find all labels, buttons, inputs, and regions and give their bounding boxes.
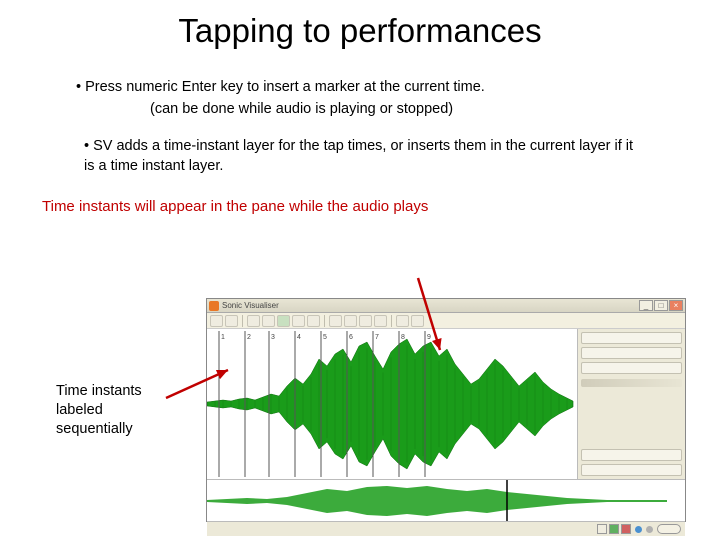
tool-icon[interactable] <box>359 315 372 327</box>
svg-text:8: 8 <box>401 334 405 341</box>
toolbar-separator <box>324 315 325 327</box>
forward-end-icon[interactable] <box>307 315 320 327</box>
rewind-icon[interactable] <box>262 315 275 327</box>
red-caption: Time instants will appear in the pane wh… <box>42 198 720 215</box>
left-label-line-3: sequentially <box>56 420 142 439</box>
dial-icon[interactable] <box>657 524 681 534</box>
property-dropdown[interactable] <box>581 332 682 344</box>
svg-text:4: 4 <box>297 334 301 341</box>
tool-icon[interactable] <box>396 315 409 327</box>
play-led-icon[interactable] <box>609 524 619 534</box>
gain-slider[interactable] <box>581 379 682 387</box>
activity-led-icon <box>646 526 653 533</box>
record-led-icon[interactable] <box>621 524 631 534</box>
activity-led-icon <box>635 526 642 533</box>
panel-spacer <box>581 390 682 446</box>
overview-pane[interactable] <box>207 479 685 521</box>
statusbar <box>207 521 685 536</box>
sonic-visualiser-window: Sonic Visualiser _ □ × 1 2 3 4 5 6 7 8 9 <box>206 298 686 522</box>
svg-text:6: 6 <box>349 334 353 341</box>
toolbar-separator <box>242 315 243 327</box>
minimize-button[interactable]: _ <box>639 300 653 311</box>
toolbar <box>207 313 685 329</box>
waveform-svg: 1 2 3 4 5 6 7 8 9 <box>207 329 577 479</box>
waveform-pane[interactable]: 1 2 3 4 5 6 7 8 9 <box>207 329 577 479</box>
bullet-1-sub: (can be done while audio is playing or s… <box>150 100 656 120</box>
slide-title: Tapping to performances <box>0 0 720 50</box>
svg-text:7: 7 <box>375 334 379 341</box>
tool-icon[interactable] <box>329 315 342 327</box>
main-area: 1 2 3 4 5 6 7 8 9 <box>207 329 685 479</box>
save-icon[interactable] <box>225 315 238 327</box>
bullet-2: • SV adds a time-instant layer for the t… <box>84 137 644 176</box>
left-label-line-2: labeled <box>56 401 142 420</box>
svg-text:3: 3 <box>271 334 275 341</box>
property-dropdown[interactable] <box>581 362 682 374</box>
play-icon[interactable] <box>277 315 290 327</box>
property-dropdown[interactable] <box>581 449 682 461</box>
svg-text:9: 9 <box>427 334 431 341</box>
maximize-button[interactable]: □ <box>654 300 668 311</box>
svg-text:2: 2 <box>247 334 251 341</box>
window-title: Sonic Visualiser <box>222 301 279 310</box>
rewind-start-icon[interactable] <box>247 315 260 327</box>
tool-icon[interactable] <box>374 315 387 327</box>
toolbar-separator <box>391 315 392 327</box>
property-dropdown[interactable] <box>581 464 682 476</box>
svg-text:1: 1 <box>221 334 225 341</box>
left-label-line-1: Time instants <box>56 382 142 401</box>
layer-properties-panel <box>577 329 685 479</box>
status-button[interactable] <box>597 524 607 534</box>
left-label: Time instants labeled sequentially <box>56 382 142 439</box>
status-right <box>597 524 681 534</box>
close-button[interactable]: × <box>669 300 683 311</box>
tool-icon[interactable] <box>411 315 424 327</box>
window-buttons: _ □ × <box>639 300 683 311</box>
titlebar: Sonic Visualiser _ □ × <box>207 299 685 313</box>
property-dropdown[interactable] <box>581 347 682 359</box>
app-icon <box>209 301 219 311</box>
tool-icon[interactable] <box>344 315 357 327</box>
bullet-block: • Press numeric Enter key to insert a ma… <box>76 78 656 176</box>
open-icon[interactable] <box>210 315 223 327</box>
forward-icon[interactable] <box>292 315 305 327</box>
bullet-1: • Press numeric Enter key to insert a ma… <box>76 78 656 98</box>
overview-svg <box>207 480 685 521</box>
svg-text:5: 5 <box>323 334 327 341</box>
